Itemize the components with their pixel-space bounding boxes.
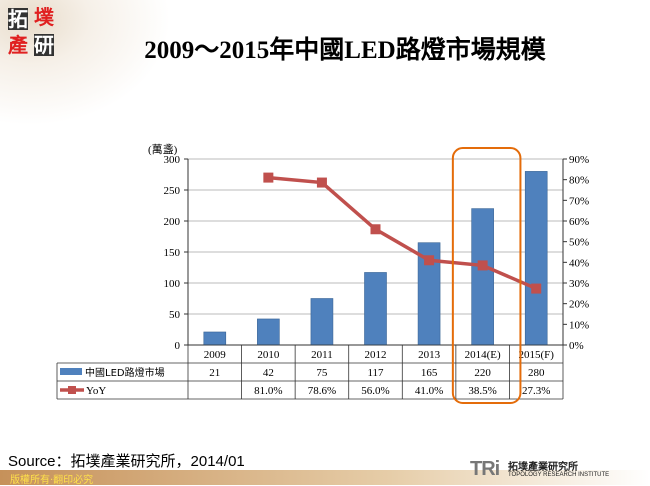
x-tick-label: 2015(F) (518, 349, 554, 361)
data-label: 56.0% (361, 385, 389, 397)
y2-tick-label: 60% (569, 216, 589, 228)
legend-line-marker (68, 386, 76, 394)
data-label: 280 (528, 367, 545, 379)
y2-tick-label: 30% (569, 278, 589, 290)
x-tick-label: 2013 (418, 349, 441, 361)
tri-brand-en: TOPOLOGY RESEARCH INSTITUTE (508, 472, 610, 478)
y2-tick-label: 10% (569, 319, 589, 331)
data-label: 220 (474, 367, 491, 379)
y-tick-label: 300 (164, 154, 181, 166)
x-tick-label: 2014(E) (465, 349, 501, 361)
logo-char: 拓 (8, 7, 28, 31)
bar (524, 171, 548, 346)
data-label: 75 (316, 367, 328, 379)
y-axis-label: (萬盞) (148, 142, 178, 156)
yoy-point (424, 255, 435, 266)
y-tick-label: 150 (164, 247, 181, 259)
y2-tick-label: 90% (569, 154, 589, 166)
x-tick-label: 2012 (365, 349, 387, 361)
bar (471, 208, 494, 346)
source-note: Source：拓墣產業研究所，2014/01 (8, 453, 245, 470)
x-tick-label: 2010 (257, 349, 280, 361)
yoy-point (477, 260, 488, 271)
tri-brand-cn: 拓墣產業研究所 (508, 462, 578, 473)
yoy-point (370, 224, 381, 235)
y-tick-label: 50 (169, 309, 181, 321)
legend-bar-swatch (60, 368, 82, 375)
data-label: 117 (367, 367, 384, 379)
data-label: 78.6% (308, 385, 336, 397)
y-tick-label: 0 (175, 340, 181, 352)
data-label: 165 (421, 367, 438, 379)
data-label: 38.5% (468, 385, 496, 397)
legend-line-label: YoY (86, 385, 106, 397)
logo-char: 墣 (34, 5, 54, 29)
bar (364, 272, 387, 346)
legend-bar-label: 中國LED路燈市場 (85, 366, 165, 379)
data-label: 81.0% (254, 385, 282, 397)
y-tick-label: 100 (164, 278, 181, 290)
y2-tick-label: 50% (569, 237, 589, 249)
copyright-text: 版權所有‧翻印必究 (10, 475, 94, 486)
data-label: 42 (263, 367, 274, 379)
logo-char: 研 (34, 33, 54, 57)
footer-band (0, 470, 650, 485)
bar (203, 331, 227, 346)
y-tick-label: 200 (164, 216, 181, 228)
yoy-point (531, 283, 542, 294)
yoy-point (263, 172, 274, 183)
bar (257, 318, 280, 346)
tri-logo: TRi (470, 458, 500, 480)
yoy-line (268, 175, 537, 291)
page-title: 2009～2015年中國LED路燈市場規模 (144, 37, 546, 64)
data-label: 41.0% (415, 385, 443, 397)
yoy-point (316, 177, 327, 188)
highlight-box (451, 147, 522, 404)
y-tick-label: 250 (164, 185, 181, 197)
y2-tick-label: 20% (569, 299, 589, 311)
bar (310, 298, 334, 346)
logo-char: 產 (8, 33, 28, 57)
x-tick-label: 2011 (311, 349, 333, 361)
logo: 拓 墣 產 研 (8, 6, 60, 60)
data-label: 27.3% (522, 385, 550, 397)
y2-tick-label: 40% (569, 257, 589, 269)
y2-tick-label: 70% (569, 195, 589, 207)
y2-tick-label: 0% (569, 340, 584, 352)
y2-tick-label: 80% (569, 175, 589, 187)
x-tick-label: 2009 (204, 349, 227, 361)
data-label: 21 (209, 367, 220, 379)
